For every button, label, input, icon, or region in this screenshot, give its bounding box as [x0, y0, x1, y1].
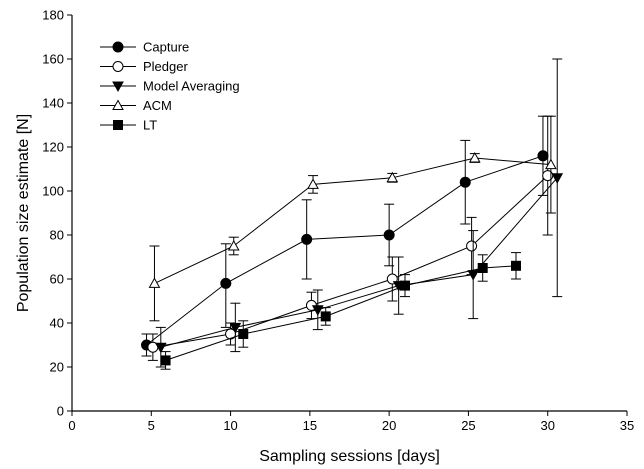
data-point: [307, 178, 319, 189]
y-tick-label: 100: [42, 184, 64, 199]
data-point: [459, 176, 471, 188]
legend-item: Model Averaging: [100, 79, 240, 94]
series-line: [154, 157, 551, 284]
series-line: [152, 175, 549, 348]
series-line: [165, 265, 517, 361]
y-tick-label: 60: [50, 272, 64, 287]
legend-marker: [112, 99, 124, 110]
series-line: [160, 177, 558, 348]
series-line: [146, 155, 544, 346]
legend-item: Capture: [100, 40, 189, 55]
series-model-averaging: [154, 58, 564, 368]
data-point: [220, 277, 232, 289]
x-tick-label: 0: [68, 418, 75, 433]
legend-marker: [112, 61, 124, 72]
data-point: [468, 151, 481, 163]
series-lt: [160, 252, 521, 370]
data-point: [227, 239, 240, 251]
y-tick-label: 0: [57, 404, 64, 419]
legend-item: ACM: [100, 98, 172, 113]
legend-marker: [112, 81, 124, 93]
data-point: [301, 233, 313, 245]
y-tick-label: 40: [50, 316, 64, 331]
legend-label: Pledger: [143, 59, 188, 74]
x-tick-label: 35: [620, 418, 634, 433]
series-acm: [148, 115, 557, 322]
series-pledger: [147, 115, 554, 361]
data-point: [477, 263, 488, 273]
data-point: [386, 171, 399, 183]
data-point: [148, 277, 161, 288]
x-tick-label: 25: [461, 418, 475, 433]
data-point: [551, 173, 564, 184]
legend-label: Model Averaging: [143, 79, 240, 94]
data-point: [229, 322, 242, 334]
legend-item: LT: [100, 118, 157, 133]
data-point: [383, 229, 395, 241]
data-point: [238, 329, 249, 339]
legend: Capture Pledger Model Averaging ACM LT: [100, 40, 240, 133]
legend-marker: [112, 41, 124, 53]
series: [141, 58, 564, 370]
data-point: [511, 260, 521, 271]
x-tick-label: 20: [382, 418, 396, 433]
legend-label: ACM: [143, 98, 172, 113]
legend-label: Capture: [143, 40, 189, 55]
ticks: 0 5 10 15 20 25 30 35 0 20 40 60 80 100 120 140 160 180: [42, 8, 634, 434]
legend-marker: [113, 120, 123, 130]
data-point: [537, 150, 549, 162]
data-point: [466, 240, 478, 252]
y-tick-label: 140: [42, 96, 64, 111]
data-point: [160, 355, 171, 366]
y-tick-label: 160: [42, 52, 64, 67]
x-tick-label: 30: [540, 418, 554, 433]
y-tick-label: 20: [50, 360, 64, 375]
data-point: [154, 342, 167, 354]
legend-label: LT: [143, 118, 157, 133]
y-tick-label: 180: [42, 8, 64, 23]
data-point: [400, 280, 410, 291]
x-tick-label: 15: [303, 418, 317, 433]
x-tick-label: 5: [148, 418, 155, 433]
legend-item: Pledger: [100, 59, 188, 74]
y-tick-label: 120: [42, 140, 64, 155]
y-axis-title: Population size estimate [N]: [15, 114, 32, 312]
data-point: [320, 311, 331, 322]
data-point: [545, 158, 557, 170]
series-capture: [141, 115, 549, 357]
x-axis-title: Sampling sessions [days]: [259, 448, 440, 465]
y-tick-label: 80: [50, 228, 64, 243]
axes: [71, 15, 627, 412]
data-point: [311, 305, 324, 316]
x-tick-label: 10: [223, 418, 237, 433]
